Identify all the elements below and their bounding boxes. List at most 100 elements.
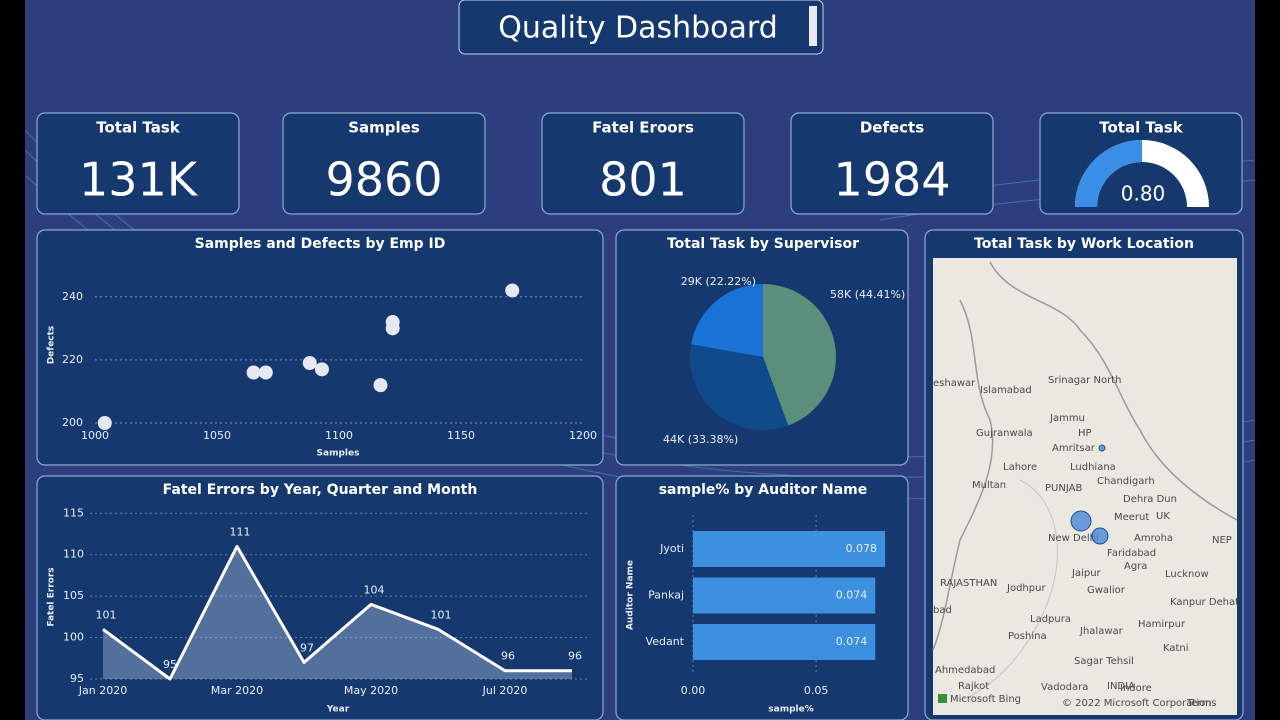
map-place: Lahore <box>1003 462 1037 473</box>
y-tick-label: 220 <box>62 353 83 366</box>
bar <box>693 577 876 614</box>
kpi-value: 131K <box>79 153 199 207</box>
scatter-point <box>373 378 388 393</box>
map-place: Chandigarh <box>1097 476 1155 487</box>
map-place: Rajkot <box>958 681 989 692</box>
map-place: Kanpur Dehat <box>1170 597 1239 608</box>
map-place: Meerut <box>1114 512 1149 523</box>
gauge-fill <box>1075 140 1142 207</box>
data-label: 101 <box>96 608 117 621</box>
y-tick-label: 100 <box>63 631 84 644</box>
map-place: Jammu <box>1049 413 1085 424</box>
panel <box>36 229 604 466</box>
map-place: Ahmedabad <box>935 665 995 676</box>
chart-title: Samples and Defects by Emp ID <box>195 236 446 252</box>
y-tick-label: 240 <box>62 290 83 303</box>
chart-title: sample% by Auditor Name <box>659 482 868 498</box>
data-label: 104 <box>364 583 385 596</box>
kpi-title: Total Task <box>96 119 181 137</box>
kpi-title: Fatel Eroors <box>592 119 694 137</box>
pie-label: 29K (22.22%) <box>681 275 756 288</box>
map-place: Jaipur <box>1071 568 1102 579</box>
data-label: 101 <box>431 608 452 621</box>
panel <box>790 112 994 215</box>
gauge-value: 0.80 <box>1121 182 1166 206</box>
data-label: 97 <box>300 641 314 654</box>
map-place: Sagar Tehsil <box>1074 656 1134 667</box>
panel <box>282 112 486 215</box>
scatter-point <box>258 365 273 380</box>
scatter-point <box>505 283 520 298</box>
bing-logo-icon <box>938 694 947 703</box>
map-logo: Microsoft Bing <box>950 694 1021 705</box>
x-tick-label: May 2020 <box>344 684 398 697</box>
x-tick-label: Jul 2020 <box>482 684 528 697</box>
x-tick-label: Jan 2020 <box>78 684 127 697</box>
gauge-title: Total Task <box>1099 119 1184 137</box>
scatter-point <box>246 365 261 380</box>
data-label: 96 <box>501 650 515 663</box>
y-tick-label: 110 <box>63 548 84 561</box>
pie-slice <box>763 284 837 426</box>
y-tick-label: Jyoti <box>659 542 684 555</box>
map-place: Ludhiana <box>1070 462 1116 473</box>
scatter-point <box>314 362 329 377</box>
map-place: Amritsar <box>1052 443 1096 454</box>
kpi-value: 9860 <box>325 153 442 207</box>
map-place: Faridabad <box>1107 548 1156 559</box>
kpi-title: Samples <box>348 119 420 137</box>
map-place: Hamirpur <box>1138 619 1186 630</box>
chart-title: Fatel Errors by Year, Quarter and Month <box>163 482 478 498</box>
map-place: Agra <box>1124 561 1147 572</box>
map-place: PUNJAB <box>1045 483 1082 494</box>
line-series <box>102 544 572 681</box>
x-tick-label: 1050 <box>203 429 231 442</box>
scatter-point <box>385 321 400 336</box>
y-axis-label: Auditor Name <box>626 560 636 630</box>
map-place: eshawar <box>933 378 976 389</box>
y-tick-label: 115 <box>63 506 84 519</box>
map-place: Lucknow <box>1165 569 1209 580</box>
map-place: INDIA <box>1107 681 1135 692</box>
pie-label: 44K (33.38%) <box>663 433 738 446</box>
kpi-value: 1984 <box>833 153 950 207</box>
scatter-point <box>302 356 317 371</box>
y-tick-label: Vedant <box>646 635 685 648</box>
title-accent <box>809 6 817 46</box>
x-tick-label: 1100 <box>325 429 353 442</box>
x-tick-label: 0.05 <box>804 684 829 697</box>
x-tick-label: Mar 2020 <box>211 684 263 697</box>
chart-title: Total Task by Supervisor <box>667 236 859 252</box>
map-place: HP <box>1078 428 1092 439</box>
map-place: Katni <box>1163 643 1189 654</box>
map-place: New Delhi <box>1048 533 1099 544</box>
kpi-value: 801 <box>599 153 687 207</box>
map-place: Islamabad <box>980 385 1032 396</box>
data-label: 111 <box>230 525 251 538</box>
data-label: 96 <box>568 650 582 663</box>
map-place: Gwalior <box>1087 585 1126 596</box>
map-place: Amroha <box>1134 533 1173 544</box>
map-place: NEP <box>1212 535 1232 546</box>
map-place: Poshina <box>1008 631 1047 642</box>
y-axis-label: Fatel Errors <box>47 567 57 626</box>
map-place: Ladpura <box>1030 614 1071 625</box>
map-place: bad <box>933 605 952 616</box>
map-place: UK <box>1156 511 1170 522</box>
y-tick-label: 200 <box>62 416 83 429</box>
x-tick-label: 0.00 <box>681 684 706 697</box>
pie-slice <box>691 284 763 357</box>
map-place: Multan <box>972 480 1006 491</box>
y-tick-label: 105 <box>63 589 84 602</box>
map-place: Jodhpur <box>1006 583 1046 594</box>
y-tick-label: Pankaj <box>648 589 684 602</box>
x-tick-label: 1200 <box>569 429 597 442</box>
scatter-point <box>97 416 112 430</box>
map-place: Gujranwala <box>976 428 1033 439</box>
data-label: 95 <box>163 658 177 671</box>
dashboard-title: Quality Dashboard <box>498 11 778 46</box>
map-terms: Terms <box>1186 698 1216 709</box>
map-place: Jhalawar <box>1079 626 1124 637</box>
data-label: 0.074 <box>836 589 868 602</box>
map-region <box>959 479 1058 701</box>
